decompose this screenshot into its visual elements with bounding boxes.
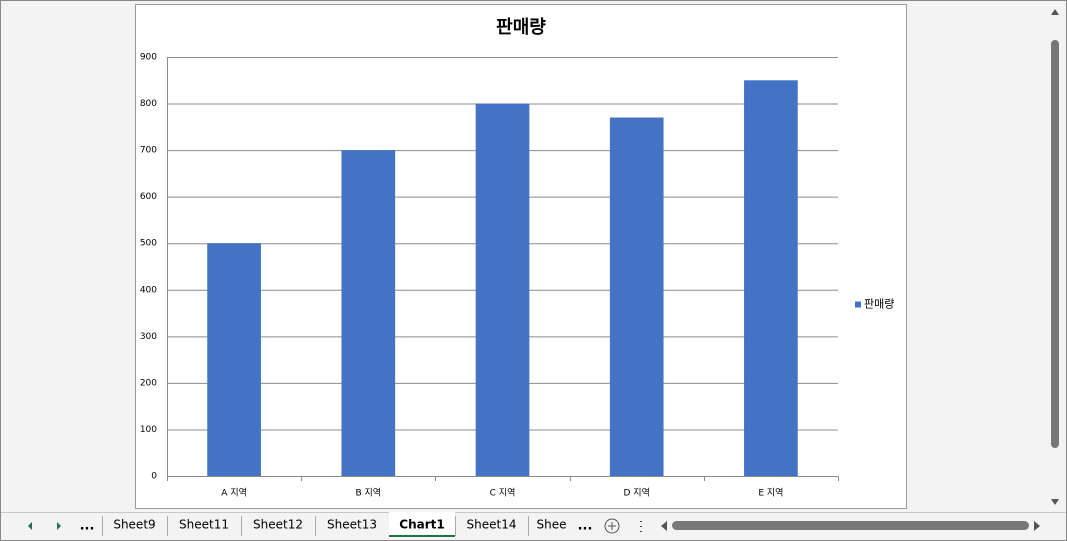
y-tick-label: 600 (140, 192, 157, 202)
scroll-down[interactable] (1051, 499, 1059, 505)
v-scroll-thumb[interactable] (1051, 40, 1059, 448)
tab-label[interactable]: Shee (537, 518, 567, 532)
h-scroll-thumb[interactable] (672, 521, 1029, 530)
x-tick-label: A 지역 (221, 488, 247, 499)
tab-label[interactable]: Sheet12 (253, 518, 303, 532)
tab-prev[interactable] (28, 522, 32, 530)
h-scroll-right[interactable] (1034, 521, 1040, 531)
tab-next[interactable] (57, 522, 61, 530)
y-tick-label: 300 (140, 332, 157, 342)
h-scroll-left[interactable] (661, 521, 667, 531)
legend-swatch (855, 301, 861, 308)
bar (744, 80, 798, 477)
tab-label[interactable]: Sheet9 (113, 518, 155, 532)
active-tab (389, 512, 455, 537)
tab-label[interactable]: Sheet14 (467, 518, 517, 532)
y-tick-label: 500 (140, 239, 157, 249)
bar (475, 103, 530, 477)
add-sheet-plus (608, 522, 616, 530)
y-tick-label: 200 (140, 378, 157, 388)
active-tab-label[interactable]: Chart1 (399, 518, 444, 532)
y-tick-label: 900 (140, 53, 157, 63)
y-tick-label: 700 (140, 146, 157, 156)
x-tick-label: E 지역 (758, 488, 783, 499)
chart-title: 판매량 (496, 17, 546, 38)
bar (341, 150, 396, 476)
y-tick-label: 0 (151, 472, 157, 482)
tab-label[interactable]: Sheet11 (179, 518, 229, 532)
bar (207, 243, 261, 476)
tab-label[interactable]: Sheet13 (327, 518, 377, 532)
tab-overflow[interactable]: ... (80, 519, 95, 534)
x-tick-label: C 지역 (490, 488, 516, 499)
bar (609, 117, 664, 477)
scroll-up[interactable] (1051, 9, 1059, 15)
y-tick-label: 800 (140, 99, 157, 109)
tab-overflow-right[interactable]: ... (578, 519, 593, 534)
x-tick-label: D 지역 (624, 488, 650, 499)
y-tick-label: 100 (140, 425, 157, 435)
add-sheet[interactable] (604, 518, 620, 534)
legend-label: 판매량 (864, 298, 894, 311)
y-tick-label: 400 (140, 285, 157, 295)
x-tick-label: B 지역 (355, 488, 381, 499)
